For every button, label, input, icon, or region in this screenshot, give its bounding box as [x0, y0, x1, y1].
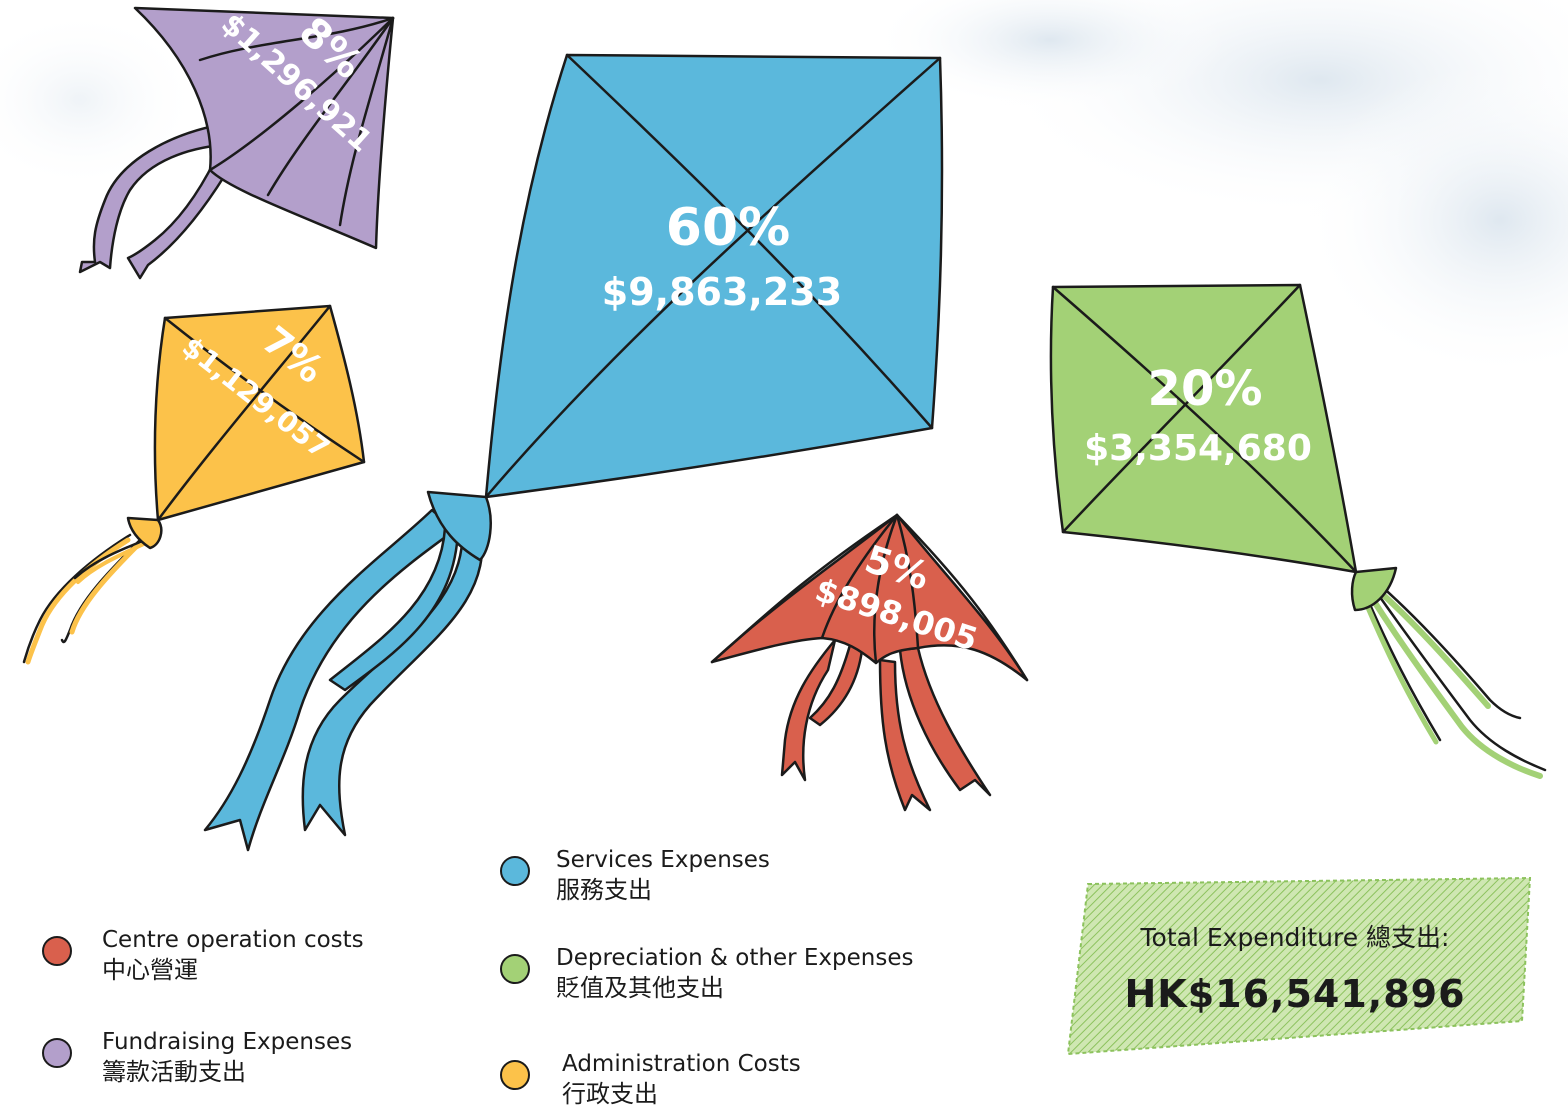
kite-fundraising: [78, 6, 395, 280]
legend-en-fundraising: Fundraising Expenses: [102, 1029, 353, 1055]
kite-services: [203, 53, 944, 852]
legend-zh-fundraising: 籌款活動支出: [102, 1057, 246, 1086]
legend-text-services: Services Expenses 服務支出: [556, 846, 770, 905]
legend-dot-depreciation: [500, 954, 530, 984]
total-hatch-background: [1066, 876, 1532, 1056]
label-depreciation-percent: 20%: [1148, 361, 1263, 417]
total-expenditure-value: HK$16,541,896: [1124, 972, 1466, 1016]
total-expenditure-box: Total Expenditure 總支出: HK$16,541,896: [1060, 876, 1540, 1056]
legend-item-fundraising: Fundraising Expenses 籌款活動支出: [42, 1028, 352, 1087]
label-services-percent: 60%: [666, 198, 790, 258]
legend-item-services: Services Expenses 服務支出: [500, 846, 770, 905]
legend-en-services: Services Expenses: [556, 847, 770, 873]
legend-item-administration: Administration Costs 行政支出: [500, 1050, 801, 1109]
kite-depreciation-spar2: [1061, 283, 1302, 534]
legend-text-depreciation: Depreciation & other Expenses 貶值及其他支出: [556, 944, 913, 1003]
legend-zh-services: 服務支出: [556, 875, 652, 904]
kite-administration-body: [153, 304, 366, 522]
legend-text-administration: Administration Costs 行政支出: [562, 1050, 801, 1109]
kite-depreciation-bow: [1350, 566, 1398, 612]
kite-services-tail: [203, 508, 484, 852]
kite-services-spar2: [484, 56, 942, 499]
legend-item-centre: Centre operation costs 中心營運: [42, 926, 364, 985]
total-expenditure-label: Total Expenditure 總支出:: [1140, 923, 1450, 952]
legend-item-depreciation: Depreciation & other Expenses 貶值及其他支出: [500, 944, 913, 1003]
kite-services-body: [484, 53, 944, 499]
legend-dot-fundraising: [42, 1038, 72, 1068]
legend-zh-depreciation: 貶值及其他支出: [556, 973, 724, 1002]
kite-administration-bow: [126, 516, 163, 550]
legend-dot-centre: [42, 936, 72, 966]
kite-fundraising-tail: [78, 123, 227, 280]
kite-depreciation-spar1: [1051, 285, 1358, 574]
kite-depreciation: [1049, 283, 1547, 779]
legend-text-centre: Centre operation costs 中心營運: [102, 926, 364, 985]
legend-dot-administration: [500, 1060, 530, 1090]
kite-services-spar1: [565, 53, 934, 430]
kite-administration-tail: [22, 533, 152, 665]
legend-en-depreciation: Depreciation & other Expenses: [556, 945, 914, 971]
kite-depreciation-tail: [1363, 583, 1547, 779]
kite-centre-tail: [780, 638, 992, 812]
kite-administration: [22, 304, 366, 665]
kite-services-bow: [426, 490, 492, 562]
label-depreciation-value: $3,354,680: [1084, 428, 1312, 469]
label-services-value: $9,863,233: [602, 270, 842, 314]
legend-zh-administration: 行政支出: [562, 1079, 658, 1108]
kite-fundraising-body: [133, 6, 395, 250]
legend-en-administration: Administration Costs: [562, 1051, 801, 1077]
legend-en-centre: Centre operation costs: [102, 927, 364, 953]
kite-centre: [710, 513, 1029, 812]
legend-zh-centre: 中心營運: [102, 955, 198, 984]
legend-dot-services: [500, 856, 530, 886]
legend-text-fundraising: Fundraising Expenses 籌款活動支出: [102, 1028, 352, 1087]
sky-clouds: [0, 0, 1568, 380]
kite-depreciation-body: [1049, 283, 1358, 574]
